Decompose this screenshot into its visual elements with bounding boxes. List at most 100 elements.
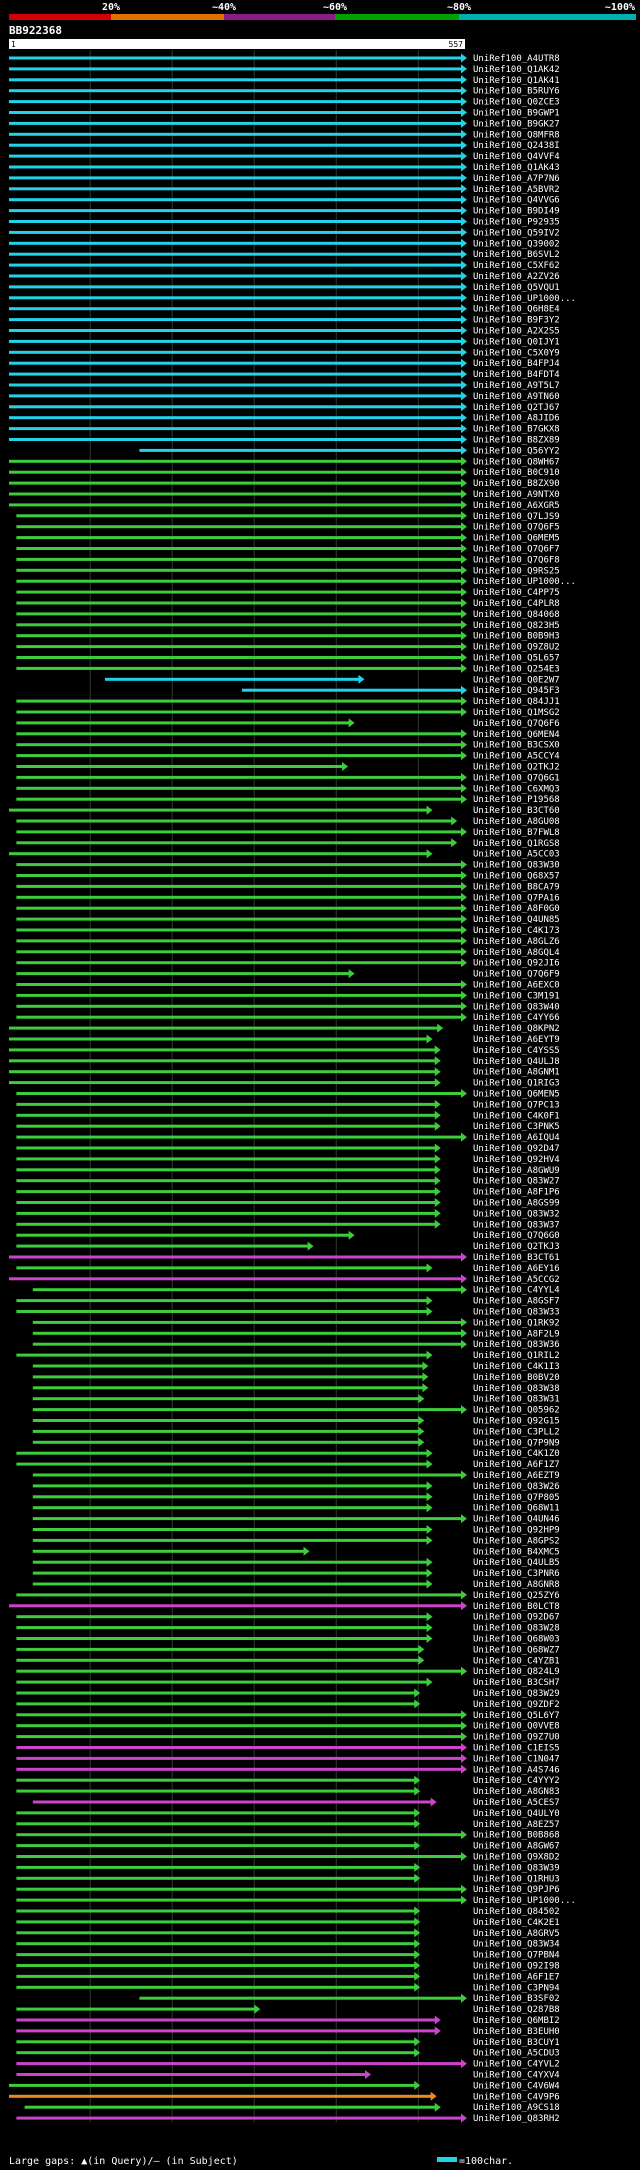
hit-row[interactable]: UniRef100_A8GU08: [16, 816, 560, 828]
hit-label[interactable]: UniRef100_C4YY66: [473, 1013, 560, 1023]
hit-label[interactable]: UniRef100_A2ZV26: [473, 272, 560, 282]
hit-label[interactable]: UniRef100_Q83W28: [473, 1624, 560, 1634]
hit-label[interactable]: UniRef100_Q5L6Y7: [473, 1711, 560, 1721]
hit-row[interactable]: UniRef100_B4FDT4: [9, 369, 560, 381]
hit-label[interactable]: UniRef100_Q7Q6F9: [473, 970, 560, 980]
hit-row[interactable]: UniRef100_Q25ZY6: [16, 1590, 560, 1601]
hit-row[interactable]: UniRef100_Q83W26: [32, 1481, 560, 1492]
hit-row[interactable]: UniRef100_C4PLR8: [16, 598, 560, 610]
hit-row[interactable]: UniRef100_UP1000...: [9, 293, 576, 304]
hit-label[interactable]: UniRef100_C3PLL2: [473, 1427, 560, 1437]
hit-label[interactable]: UniRef100_Q83W30: [473, 861, 560, 871]
hit-row[interactable]: UniRef100_Q83W34: [16, 1939, 560, 1950]
hit-row[interactable]: UniRef100_Q1RIL2: [16, 1350, 560, 1362]
hit-row[interactable]: UniRef100_Q68W11: [32, 1503, 560, 1514]
hit-row[interactable]: UniRef100_Q0IJY1: [9, 336, 560, 348]
hit-row[interactable]: UniRef100_C4K1I3: [32, 1361, 560, 1373]
hit-row[interactable]: UniRef100_Q84502: [16, 1906, 560, 1918]
hit-row[interactable]: UniRef100_C4V6W4: [9, 2080, 560, 2092]
hit-row[interactable]: UniRef100_A6EZT9: [32, 1470, 560, 1482]
hit-row[interactable]: UniRef100_Q7PA16: [16, 892, 560, 904]
hit-label[interactable]: UniRef100_A6EXC0: [473, 981, 560, 991]
hit-label[interactable]: UniRef100_A7P7N6: [473, 174, 560, 184]
hit-row[interactable]: UniRef100_C4K2E1: [16, 1917, 560, 1928]
hit-label[interactable]: UniRef100_Q83W33: [473, 1308, 560, 1318]
hit-row[interactable]: UniRef100_Q1AK41: [9, 75, 560, 86]
hit-label[interactable]: UniRef100_B0B868: [473, 1831, 560, 1841]
hit-label[interactable]: UniRef100_A8GPS2: [473, 1536, 560, 1546]
hit-label[interactable]: UniRef100_Q1MSG2: [473, 708, 560, 718]
hit-label[interactable]: UniRef100_B5RUY6: [473, 87, 560, 97]
hit-label[interactable]: UniRef100_Q6MEM5: [473, 534, 560, 544]
hit-row[interactable]: UniRef100_A8JID6: [9, 413, 560, 424]
hit-label[interactable]: UniRef100_C4YSS5: [473, 1046, 560, 1056]
hit-row[interactable]: UniRef100_A8GNM1: [9, 1067, 560, 1078]
hit-row[interactable]: UniRef100_A8GQL4: [16, 947, 560, 958]
hit-row[interactable]: UniRef100_Q6MEM5: [16, 533, 560, 544]
hit-row[interactable]: UniRef100_B3CT61: [9, 1252, 560, 1264]
hit-row[interactable]: UniRef100_C4YY66: [16, 1012, 560, 1024]
hit-label[interactable]: UniRef100_Q1AK42: [473, 65, 560, 75]
hit-label[interactable]: UniRef100_C4K1Z0: [473, 1449, 560, 1459]
hit-row[interactable]: UniRef100_C3M191: [16, 990, 560, 1002]
hit-row[interactable]: UniRef100_Q83W37: [16, 1219, 560, 1231]
hit-label[interactable]: UniRef100_B9DI49: [473, 207, 560, 217]
hit-label[interactable]: UniRef100_C5XF62: [473, 261, 560, 271]
hit-row[interactable]: UniRef100_Q9PJP6: [16, 1884, 560, 1896]
hit-label[interactable]: UniRef100_B3EUH0: [473, 2027, 560, 2037]
hit-row[interactable]: UniRef100_Q6MEN4: [16, 729, 560, 740]
hit-row[interactable]: UniRef100_Q4UN46: [32, 1514, 560, 1525]
hit-label[interactable]: UniRef100_C6XMQ3: [473, 784, 560, 794]
hit-label[interactable]: UniRef100_Q84JJ1: [473, 697, 560, 707]
hit-row[interactable]: UniRef100_Q823H5: [16, 620, 560, 631]
hit-label[interactable]: UniRef100_C4YZB1: [473, 1656, 560, 1666]
hit-label[interactable]: UniRef100_A2X2S5: [473, 327, 560, 337]
hit-row[interactable]: UniRef100_Q9ZDF2: [16, 1699, 560, 1710]
hit-row[interactable]: UniRef100_C4YXV4: [16, 2070, 560, 2081]
hit-label[interactable]: UniRef100_Q1AK43: [473, 163, 560, 173]
hit-row[interactable]: UniRef100_Q7Q6F7: [16, 544, 560, 555]
hit-row[interactable]: UniRef100_Q92I98: [16, 1961, 560, 1972]
hit-row[interactable]: UniRef100_C4YZB1: [16, 1655, 560, 1667]
hit-row[interactable]: UniRef100_Q92HV4: [16, 1154, 560, 1165]
hit-label[interactable]: UniRef100_B9F3Y2: [473, 316, 560, 326]
hit-row[interactable]: UniRef100_Q1RGS8: [16, 838, 560, 849]
hit-row[interactable]: UniRef100_Q7LJS9: [16, 511, 560, 522]
hit-label[interactable]: UniRef100_B9GK27: [473, 119, 560, 129]
hit-label[interactable]: UniRef100_Q92D47: [473, 1144, 560, 1154]
hit-label[interactable]: UniRef100_Q1RHU3: [473, 1874, 560, 1884]
hit-label[interactable]: UniRef100_A4S746: [473, 1765, 560, 1775]
hit-label[interactable]: UniRef100_A6EZT9: [473, 1471, 560, 1481]
hit-row[interactable]: UniRef100_Q83W38: [32, 1383, 560, 1394]
hit-row[interactable]: UniRef100_A6F1Z7: [16, 1459, 560, 1471]
hit-label[interactable]: UniRef100_B3CT60: [473, 806, 560, 816]
hit-row[interactable]: UniRef100_A8F2L9: [32, 1328, 560, 1340]
hit-label[interactable]: UniRef100_Q254E3: [473, 664, 560, 674]
hit-label[interactable]: UniRef100_B0C910: [473, 468, 560, 478]
hit-row[interactable]: UniRef100_A2ZV26: [9, 271, 560, 283]
hit-row[interactable]: UniRef100_B3CT60: [9, 805, 560, 817]
hit-label[interactable]: UniRef100_Q945F3: [473, 686, 560, 696]
hit-row[interactable]: UniRef100_B7GKX8: [9, 424, 560, 435]
hit-row[interactable]: UniRef100_Q7Q6F6: [16, 718, 560, 729]
hit-label[interactable]: UniRef100_Q68W03: [473, 1635, 560, 1645]
hit-row[interactable]: UniRef100_Q7Q6G0: [16, 1230, 560, 1242]
hit-row[interactable]: UniRef100_C4PP75: [16, 587, 560, 599]
hit-row[interactable]: UniRef100_Q945F3: [241, 685, 560, 697]
hit-row[interactable]: UniRef100_Q7PC13: [16, 1099, 560, 1111]
hit-row[interactable]: UniRef100_A8GW67: [16, 1841, 560, 1852]
hit-label[interactable]: UniRef100_Q824L9: [473, 1667, 560, 1677]
hit-row[interactable]: UniRef100_A8GSF7: [16, 1296, 560, 1307]
hit-label[interactable]: UniRef100_A8GQL4: [473, 948, 560, 958]
hit-label[interactable]: UniRef100_A8GW67: [473, 1842, 560, 1852]
hit-label[interactable]: UniRef100_A8F1P6: [473, 1188, 560, 1198]
hit-label[interactable]: UniRef100_C1N047: [473, 1754, 560, 1764]
hit-row[interactable]: UniRef100_Q83W39: [16, 1862, 560, 1874]
hit-label[interactable]: UniRef100_A8GNM1: [473, 1068, 560, 1078]
hit-row[interactable]: UniRef100_B7FWL8: [16, 827, 560, 838]
hit-label[interactable]: UniRef100_B4FPJ4: [473, 359, 560, 369]
hit-row[interactable]: UniRef100_Q9Z8U2: [16, 642, 560, 653]
hit-label[interactable]: UniRef100_B4FDT4: [473, 370, 560, 380]
hit-label[interactable]: UniRef100_A8F2L9: [473, 1329, 560, 1339]
hit-row[interactable]: UniRef100_A8GWU9: [16, 1165, 560, 1176]
